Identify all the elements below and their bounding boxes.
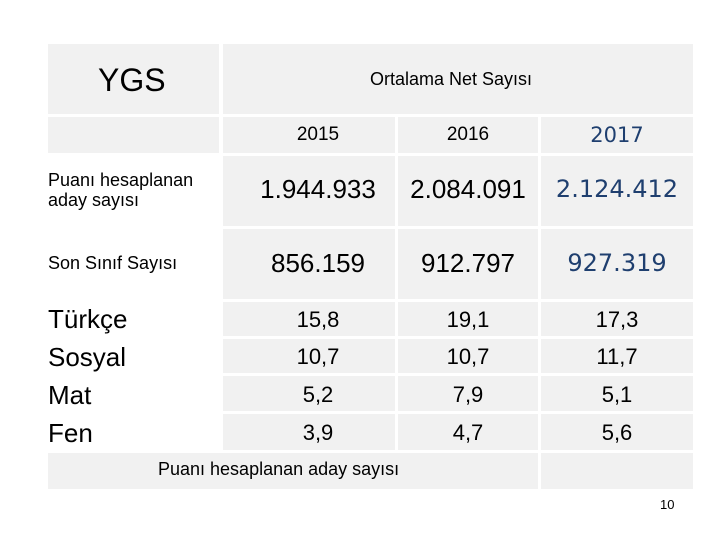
cell-subj3-2017 xyxy=(541,376,693,411)
subject-label-sosyal: Sosyal xyxy=(48,342,127,372)
cell-subj1-2016 xyxy=(398,302,538,336)
year-2017: 2017 xyxy=(590,123,644,147)
row2-value-2015: 856.159 xyxy=(271,248,365,278)
turkce-value-2016: 19,1 xyxy=(446,307,490,332)
cell-row2-2016 xyxy=(398,229,538,299)
subject-label-mat: Mat xyxy=(48,380,92,410)
row-label-final-year: Son Sınıf Sayısı xyxy=(48,253,178,273)
sosyal-value-2016: 10,7 xyxy=(446,344,490,369)
row1-value-2016: 2.084.091 xyxy=(410,174,526,204)
cell-corner xyxy=(48,44,219,114)
cell-subj3-2016 xyxy=(398,376,538,411)
mat-value-2016: 7,9 xyxy=(452,382,484,407)
year-2015: 2015 xyxy=(296,124,340,145)
cell-subj4-2016 xyxy=(398,414,538,450)
cell-subj1-2017 xyxy=(541,302,693,336)
cell-year-2017 xyxy=(541,117,693,153)
cell-footer xyxy=(48,453,538,489)
cell-header xyxy=(223,44,693,114)
row1-value-2017: 2.124.412 xyxy=(555,175,679,203)
header-label: Ortalama Net Sayısı xyxy=(370,69,533,89)
cell-row2-2015 xyxy=(223,229,395,299)
fen-value-2016: 4,7 xyxy=(452,420,484,445)
cell-subj3-2015 xyxy=(223,376,395,411)
cell-subj4-2017 xyxy=(541,414,693,450)
mat-value-2017: 5,1 xyxy=(601,382,633,407)
footer-note: Puanı hesaplanan aday sayısı xyxy=(158,459,400,479)
page-number: 10 xyxy=(660,497,675,512)
cell-year-label-blank xyxy=(48,117,219,153)
cell-row2-2017 xyxy=(541,229,693,299)
subject-label-fen: Fen xyxy=(48,418,93,448)
cell-subj2-2017 xyxy=(541,339,693,373)
sosyal-value-2017: 11,7 xyxy=(596,344,638,369)
row2-value-2016: 912.797 xyxy=(421,248,515,278)
cell-subj1-2015 xyxy=(223,302,395,336)
fen-value-2017: 5,6 xyxy=(601,420,633,445)
fen-value-2015: 3,9 xyxy=(302,420,334,445)
turkce-value-2015: 15,8 xyxy=(296,307,340,332)
cell-subj2-2016 xyxy=(398,339,538,373)
cell-year-2016 xyxy=(398,117,538,153)
mat-value-2015: 5,2 xyxy=(302,382,334,407)
row-label-candidates: Puanı hesaplanan aday sayısı xyxy=(48,170,194,210)
cell-subj4-2015 xyxy=(223,414,395,450)
cell-row1-2015 xyxy=(223,156,395,226)
sosyal-value-2015: 10,7 xyxy=(296,344,340,369)
cell-row1-2016 xyxy=(398,156,538,226)
cell-subj2-2015 xyxy=(223,339,395,373)
subject-label-turkce: Türkçe xyxy=(48,304,128,334)
turkce-value-2017: 17,3 xyxy=(595,307,639,332)
cell-row1-2017 xyxy=(541,156,693,226)
row2-value-2017: 927.319 xyxy=(567,249,667,277)
cell-year-2015 xyxy=(223,117,395,153)
year-2016: 2016 xyxy=(446,124,490,145)
row1-value-2015: 1.944.933 xyxy=(260,174,376,204)
corner-label: YGS xyxy=(98,62,166,98)
cell-footer-blank xyxy=(541,453,693,489)
